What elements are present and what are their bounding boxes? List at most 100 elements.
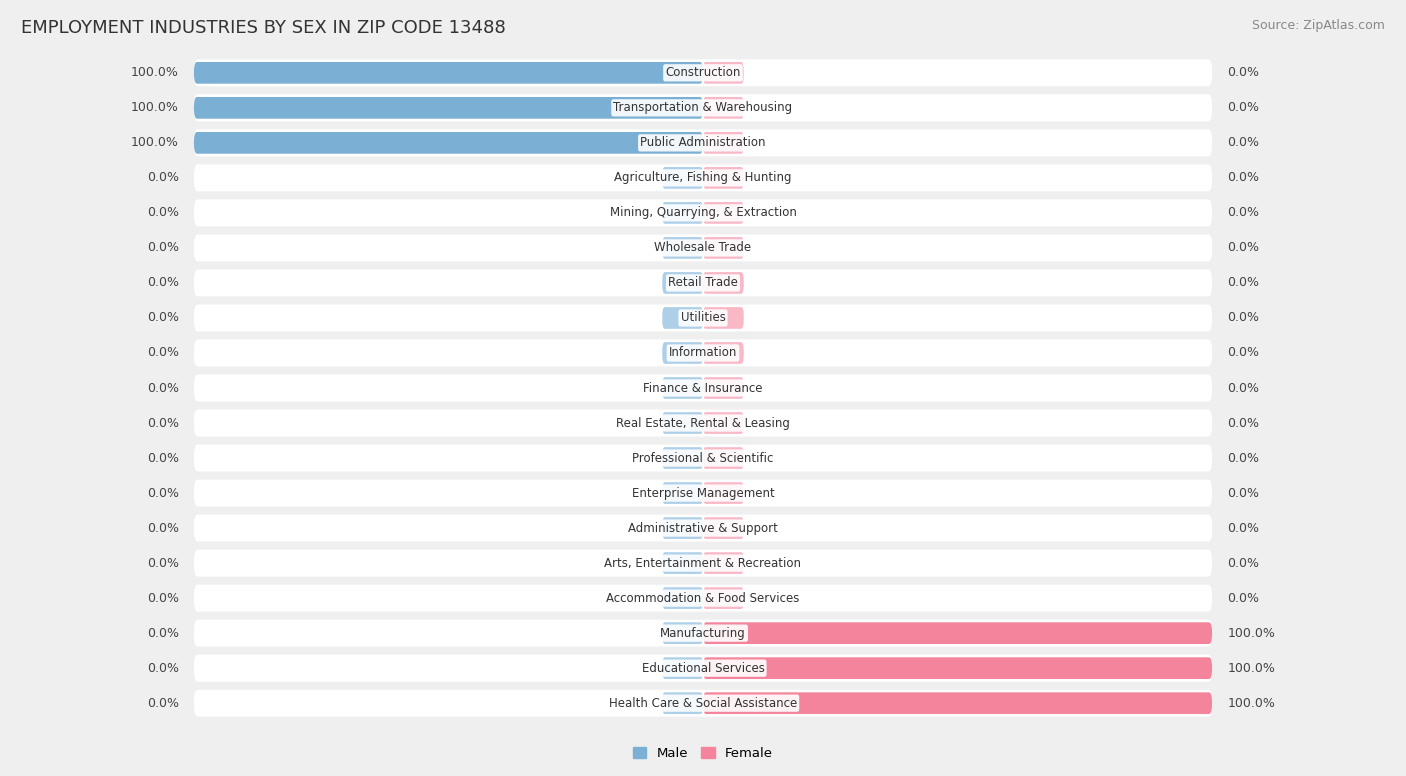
Text: 0.0%: 0.0% xyxy=(1227,382,1260,394)
FancyBboxPatch shape xyxy=(703,237,744,258)
Text: 0.0%: 0.0% xyxy=(1227,346,1260,359)
FancyBboxPatch shape xyxy=(194,165,1212,192)
FancyBboxPatch shape xyxy=(703,657,1212,679)
FancyBboxPatch shape xyxy=(194,549,1212,577)
Text: 0.0%: 0.0% xyxy=(146,697,179,710)
Text: 0.0%: 0.0% xyxy=(146,627,179,639)
Text: 0.0%: 0.0% xyxy=(146,591,179,605)
Text: Utilities: Utilities xyxy=(681,311,725,324)
FancyBboxPatch shape xyxy=(703,692,1212,714)
Text: 100.0%: 100.0% xyxy=(131,137,179,149)
FancyBboxPatch shape xyxy=(194,584,1212,611)
Text: 0.0%: 0.0% xyxy=(146,171,179,185)
Text: 0.0%: 0.0% xyxy=(1227,452,1260,465)
Text: 0.0%: 0.0% xyxy=(1227,311,1260,324)
Text: Retail Trade: Retail Trade xyxy=(668,276,738,289)
FancyBboxPatch shape xyxy=(194,620,1212,646)
FancyBboxPatch shape xyxy=(703,377,744,399)
FancyBboxPatch shape xyxy=(194,655,1212,681)
FancyBboxPatch shape xyxy=(194,690,1212,717)
Text: 0.0%: 0.0% xyxy=(1227,556,1260,570)
Text: 100.0%: 100.0% xyxy=(1227,662,1275,674)
FancyBboxPatch shape xyxy=(662,237,703,258)
FancyBboxPatch shape xyxy=(194,132,703,154)
Text: 100.0%: 100.0% xyxy=(1227,627,1275,639)
FancyBboxPatch shape xyxy=(194,97,703,119)
FancyBboxPatch shape xyxy=(703,202,744,223)
Text: 0.0%: 0.0% xyxy=(146,487,179,500)
Text: 0.0%: 0.0% xyxy=(1227,521,1260,535)
Text: 0.0%: 0.0% xyxy=(1227,487,1260,500)
FancyBboxPatch shape xyxy=(194,480,1212,507)
FancyBboxPatch shape xyxy=(703,518,744,539)
Text: Source: ZipAtlas.com: Source: ZipAtlas.com xyxy=(1251,19,1385,33)
Text: Transportation & Warehousing: Transportation & Warehousing xyxy=(613,102,793,114)
Text: 0.0%: 0.0% xyxy=(1227,417,1260,430)
Legend: Male, Female: Male, Female xyxy=(627,742,779,765)
FancyBboxPatch shape xyxy=(703,62,744,84)
Text: Professional & Scientific: Professional & Scientific xyxy=(633,452,773,465)
Text: 0.0%: 0.0% xyxy=(146,662,179,674)
FancyBboxPatch shape xyxy=(194,199,1212,227)
Text: 0.0%: 0.0% xyxy=(146,521,179,535)
Text: 0.0%: 0.0% xyxy=(146,276,179,289)
FancyBboxPatch shape xyxy=(703,553,744,574)
FancyBboxPatch shape xyxy=(194,95,1212,121)
FancyBboxPatch shape xyxy=(662,622,703,644)
Text: 100.0%: 100.0% xyxy=(131,66,179,79)
FancyBboxPatch shape xyxy=(703,167,744,189)
Text: 0.0%: 0.0% xyxy=(146,382,179,394)
FancyBboxPatch shape xyxy=(662,692,703,714)
FancyBboxPatch shape xyxy=(194,445,1212,472)
Text: Real Estate, Rental & Leasing: Real Estate, Rental & Leasing xyxy=(616,417,790,430)
Text: 0.0%: 0.0% xyxy=(1227,241,1260,255)
Text: 0.0%: 0.0% xyxy=(1227,137,1260,149)
FancyBboxPatch shape xyxy=(703,97,744,119)
Text: Construction: Construction xyxy=(665,66,741,79)
FancyBboxPatch shape xyxy=(662,447,703,469)
Text: Educational Services: Educational Services xyxy=(641,662,765,674)
Text: Finance & Insurance: Finance & Insurance xyxy=(644,382,762,394)
FancyBboxPatch shape xyxy=(662,553,703,574)
FancyBboxPatch shape xyxy=(703,412,744,434)
FancyBboxPatch shape xyxy=(662,412,703,434)
FancyBboxPatch shape xyxy=(662,167,703,189)
Text: 0.0%: 0.0% xyxy=(146,206,179,220)
FancyBboxPatch shape xyxy=(194,339,1212,366)
Text: Health Care & Social Assistance: Health Care & Social Assistance xyxy=(609,697,797,710)
FancyBboxPatch shape xyxy=(194,269,1212,296)
Text: Information: Information xyxy=(669,346,737,359)
Text: 0.0%: 0.0% xyxy=(1227,276,1260,289)
Text: Administrative & Support: Administrative & Support xyxy=(628,521,778,535)
Text: Arts, Entertainment & Recreation: Arts, Entertainment & Recreation xyxy=(605,556,801,570)
FancyBboxPatch shape xyxy=(703,272,744,294)
Text: 0.0%: 0.0% xyxy=(1227,591,1260,605)
FancyBboxPatch shape xyxy=(703,307,744,329)
FancyBboxPatch shape xyxy=(194,59,1212,86)
FancyBboxPatch shape xyxy=(662,657,703,679)
Text: 0.0%: 0.0% xyxy=(146,241,179,255)
FancyBboxPatch shape xyxy=(703,447,744,469)
Text: EMPLOYMENT INDUSTRIES BY SEX IN ZIP CODE 13488: EMPLOYMENT INDUSTRIES BY SEX IN ZIP CODE… xyxy=(21,19,506,37)
FancyBboxPatch shape xyxy=(703,132,744,154)
Text: Enterprise Management: Enterprise Management xyxy=(631,487,775,500)
Text: 0.0%: 0.0% xyxy=(1227,206,1260,220)
Text: Accommodation & Food Services: Accommodation & Food Services xyxy=(606,591,800,605)
Text: 0.0%: 0.0% xyxy=(146,346,179,359)
FancyBboxPatch shape xyxy=(194,234,1212,262)
Text: 0.0%: 0.0% xyxy=(146,417,179,430)
Text: 0.0%: 0.0% xyxy=(1227,102,1260,114)
Text: 0.0%: 0.0% xyxy=(146,556,179,570)
FancyBboxPatch shape xyxy=(194,514,1212,542)
FancyBboxPatch shape xyxy=(662,482,703,504)
FancyBboxPatch shape xyxy=(703,587,744,609)
Text: Wholesale Trade: Wholesale Trade xyxy=(654,241,752,255)
FancyBboxPatch shape xyxy=(703,622,1212,644)
FancyBboxPatch shape xyxy=(194,410,1212,437)
Text: 0.0%: 0.0% xyxy=(1227,66,1260,79)
FancyBboxPatch shape xyxy=(194,304,1212,331)
FancyBboxPatch shape xyxy=(194,62,703,84)
FancyBboxPatch shape xyxy=(194,375,1212,401)
FancyBboxPatch shape xyxy=(662,377,703,399)
FancyBboxPatch shape xyxy=(662,307,703,329)
